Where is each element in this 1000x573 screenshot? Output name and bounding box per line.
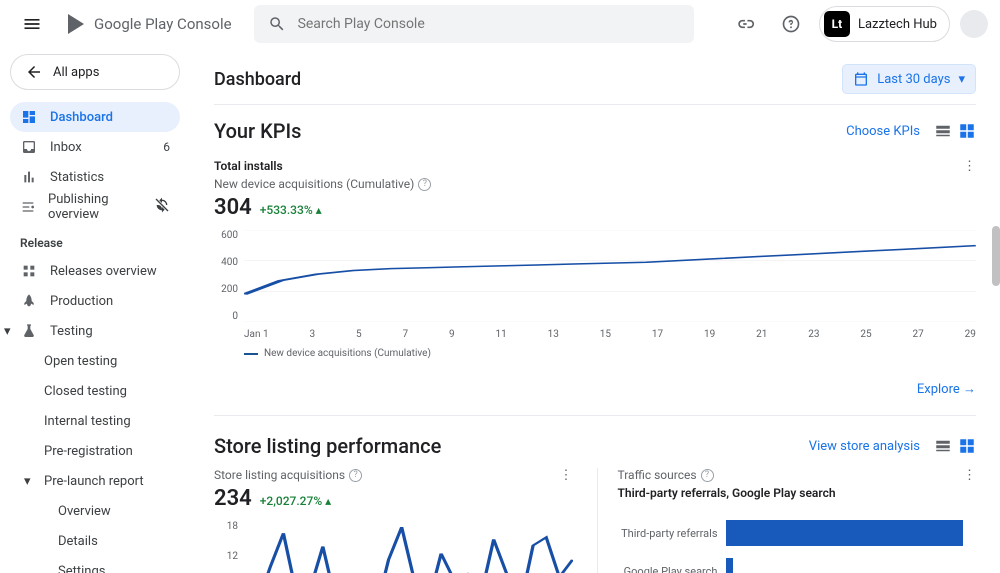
sidebar-item-releases-overview[interactable]: Releases overview <box>10 256 180 286</box>
flask-icon <box>20 323 38 339</box>
date-range-label: Last 30 days <box>877 72 950 87</box>
logo-text: Google Play Console <box>94 15 232 33</box>
acq-delta: +2,027.27% ▴ <box>260 494 331 508</box>
app-name: Lazztech Hub <box>858 17 937 32</box>
app-selector[interactable]: Lt Lazztech Hub <box>819 6 950 42</box>
sidebar-item-pre-registration[interactable]: Pre-registration <box>10 436 180 466</box>
acq-chart: 181260 Jan 5121926 <box>214 521 573 573</box>
dashboard-icon <box>20 109 38 125</box>
sidebar-item-prelaunch[interactable]: ▾ Pre-launch report <box>10 466 180 496</box>
arrow-left-icon <box>25 63 43 81</box>
logo[interactable]: Google Play Console <box>64 12 232 36</box>
stats-icon <box>20 169 38 185</box>
more-menu[interactable]: ⋮ <box>963 159 976 174</box>
kpi-section-title: Your KPIs <box>214 119 301 143</box>
rocket-icon <box>20 293 38 309</box>
search-input[interactable] <box>298 16 680 32</box>
account-avatar[interactable] <box>960 10 988 38</box>
sidebar-item-prelaunch-settings[interactable]: Settings <box>10 556 180 573</box>
sidebar-item-inbox[interactable]: Inbox 6 <box>10 132 180 162</box>
legend-line <box>244 353 258 355</box>
kpi-chart: 6004002000 Jan 1357911131517192123252729 <box>214 230 976 340</box>
sidebar-item-closed-testing[interactable]: Closed testing <box>10 376 180 406</box>
more-menu[interactable]: ⋮ <box>560 468 573 483</box>
sidebar-item-label: Production <box>50 294 113 309</box>
inbox-icon <box>20 139 38 155</box>
all-apps-button[interactable]: All apps <box>10 54 180 90</box>
sidebar-item-label: Publishing overview <box>48 192 142 222</box>
info-icon[interactable]: ? <box>349 469 362 482</box>
sidebar-item-production[interactable]: Production <box>10 286 180 316</box>
info-icon[interactable]: ? <box>418 178 431 191</box>
chevron-down-icon: ▾ <box>958 72 965 87</box>
chevron-down-icon: ▾ <box>24 474 31 489</box>
sidebar-item-label: Inbox <box>50 140 82 155</box>
list-view-toggle[interactable] <box>934 437 952 455</box>
sidebar-section-release: Release <box>10 222 180 256</box>
page-title: Dashboard <box>214 69 301 90</box>
calendar-icon <box>853 71 869 87</box>
kpi-value: 304 <box>214 195 252 220</box>
date-range-button[interactable]: Last 30 days ▾ <box>842 64 976 94</box>
view-store-analysis-link[interactable]: View store analysis <box>809 439 920 454</box>
sidebar-item-label: Dashboard <box>50 110 113 125</box>
grid-view-toggle[interactable] <box>958 437 976 455</box>
hamburger-menu[interactable] <box>12 4 52 44</box>
traffic-bars: Third-party referralsGoogle Play search <box>618 520 977 573</box>
sidebar-item-label: Pre-launch report <box>20 474 144 489</box>
play-logo-icon <box>64 12 88 36</box>
sidebar-item-label: Testing <box>50 324 93 339</box>
info-icon[interactable]: ? <box>701 469 714 482</box>
publish-icon <box>20 199 36 215</box>
link-icon[interactable] <box>727 6 763 42</box>
scrollbar[interactable] <box>990 48 1000 573</box>
kpi-legend: New device acquisitions (Cumulative) <box>264 348 431 359</box>
kpi-card-title: Total installs <box>214 159 431 173</box>
store-section-title: Store listing performance <box>214 434 441 458</box>
grid-view-toggle[interactable] <box>958 122 976 140</box>
sidebar-item-testing[interactable]: ▾ Testing <box>10 316 180 346</box>
list-view-toggle[interactable] <box>934 122 952 140</box>
all-apps-label: All apps <box>53 65 99 80</box>
sidebar-item-publishing[interactable]: Publishing overview <box>10 192 180 222</box>
choose-kpis-link[interactable]: Choose KPIs <box>846 124 920 139</box>
sidebar-item-dashboard[interactable]: Dashboard <box>10 102 180 132</box>
sidebar-item-prelaunch-overview[interactable]: Overview <box>10 496 180 526</box>
sidebar-item-label: Releases overview <box>50 264 157 279</box>
more-menu[interactable]: ⋮ <box>963 468 976 483</box>
sidebar-item-statistics[interactable]: Statistics <box>10 162 180 192</box>
help-icon[interactable] <box>773 6 809 42</box>
search-box[interactable] <box>254 5 694 43</box>
inbox-badge: 6 <box>163 140 170 154</box>
sidebar-item-prelaunch-details[interactable]: Details <box>10 526 180 556</box>
kpi-card-subtitle: New device acquisitions (Cumulative) <box>214 177 414 191</box>
traffic-title: Traffic sources <box>618 468 697 482</box>
chevron-down-icon: ▾ <box>4 324 11 339</box>
acq-value: 234 <box>214 486 252 511</box>
search-icon <box>268 15 286 33</box>
sidebar-item-internal-testing[interactable]: Internal testing <box>10 406 180 436</box>
acq-title: Store listing acquisitions <box>214 468 345 482</box>
releases-icon <box>20 263 38 279</box>
app-icon: Lt <box>824 11 850 37</box>
sidebar-item-label: Statistics <box>50 170 104 185</box>
sync-off-icon <box>154 197 170 217</box>
traffic-subtitle: Third-party referrals, Google Play searc… <box>618 486 836 500</box>
kpi-delta: +533.33% ▴ <box>260 203 322 217</box>
sidebar-item-open-testing[interactable]: Open testing <box>10 346 180 376</box>
explore-link[interactable]: Explore → <box>917 382 976 397</box>
